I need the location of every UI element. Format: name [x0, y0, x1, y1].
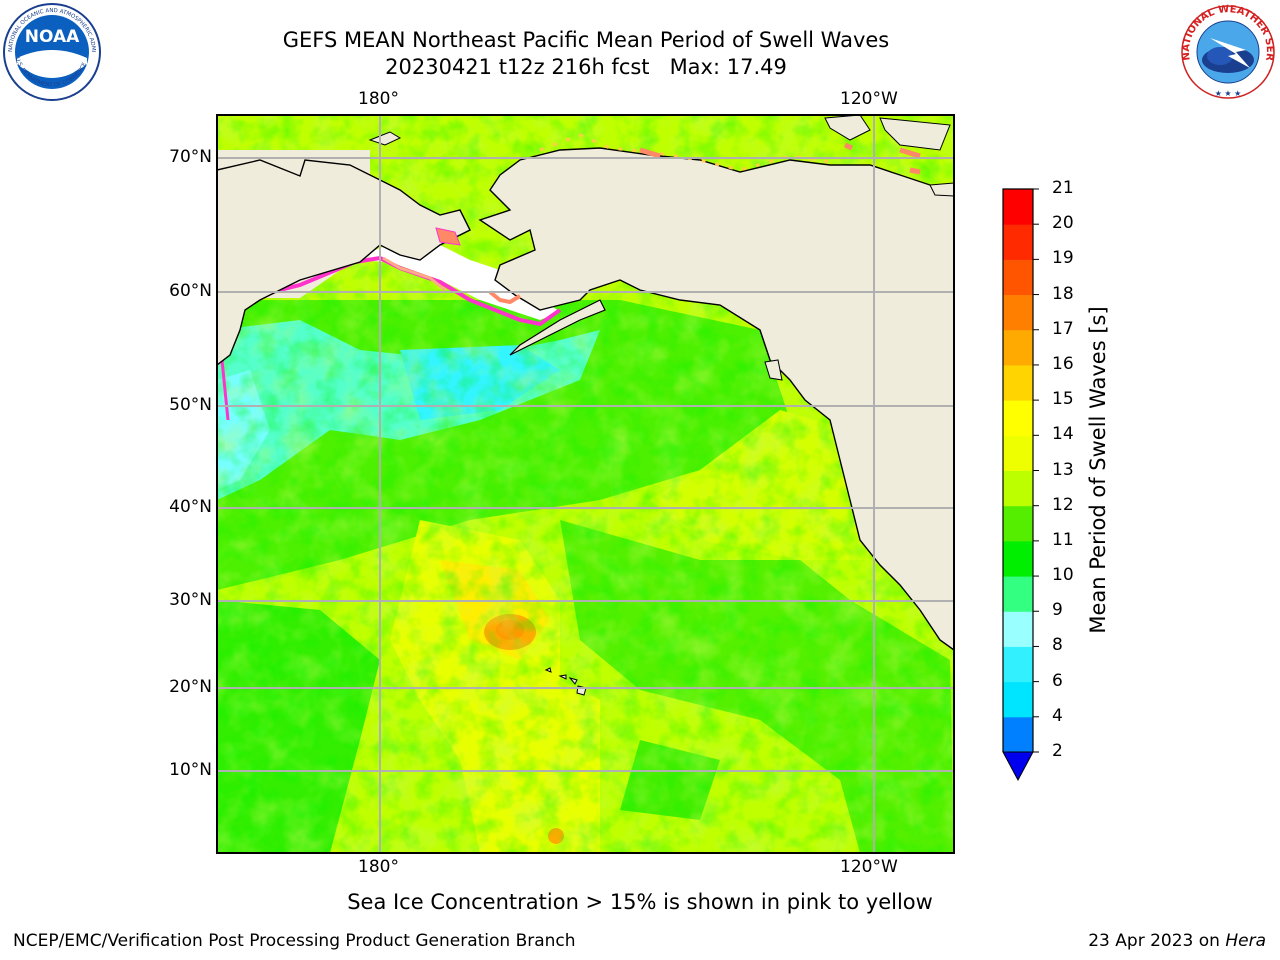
plot-subtitle: 20230421 t12z 216h fcst Max: 17.49: [385, 55, 787, 79]
colorbar-segment: [1003, 259, 1033, 296]
graticule: [217, 115, 954, 853]
date-stamp: 23 Apr 2023 on Hera: [1088, 931, 1266, 951]
colorbar-segment: [1003, 576, 1033, 612]
lat-label-60n: 60°N: [169, 281, 212, 301]
noaa-logo: NOAA NATIONAL OCEANIC AND ATMOSPHERIC AD…: [0, 0, 102, 102]
colorbar-tick-label: 16: [1052, 353, 1074, 374]
colorbar-tick-label: 15: [1052, 389, 1074, 410]
colorbar-segment: [1003, 716, 1033, 753]
map-frame: [216, 114, 955, 854]
date-text: 23 Apr 2023 on: [1088, 931, 1226, 951]
colorbar-tick-label: 13: [1052, 459, 1074, 480]
svg-text:★ ★ ★: ★ ★ ★: [1215, 89, 1242, 98]
colorbar-segment: [1003, 189, 1033, 225]
colorbar-tick-label: 11: [1052, 529, 1074, 550]
colorbar-segment: [1003, 611, 1033, 647]
svg-text:NOAA: NOAA: [25, 27, 80, 47]
colorbar-tick-label: 18: [1052, 283, 1074, 304]
colorbar-segment: [1003, 646, 1033, 683]
lat-label-30n: 30°N: [169, 590, 212, 610]
host-name: Hera: [1225, 931, 1266, 951]
hawaii-islands: [544, 667, 587, 696]
colorbar-segment: [1003, 329, 1033, 366]
credit-text: NCEP/EMC/Verification Post Processing Pr…: [13, 931, 576, 951]
colorbar-label: Mean Period of Swell Waves [s]: [1086, 306, 1110, 634]
colorbar-tick-label: 8: [1052, 635, 1063, 656]
colorbar-segment: [1003, 470, 1033, 507]
colorbar-tick-label: 14: [1052, 424, 1074, 445]
lat-label-40n: 40°N: [169, 497, 212, 517]
land-north-america: [478, 115, 954, 651]
colorbar-segment: [1003, 435, 1033, 471]
lon-label-top-180: 180°: [358, 89, 399, 109]
colorbar-segment: [1003, 400, 1033, 436]
colorbar-segment: [1003, 505, 1033, 542]
land-siberia: [217, 115, 471, 366]
colorbar-tick-label: 6: [1052, 670, 1063, 691]
lon-label-top-120w: 120°W: [840, 89, 898, 109]
lat-label-20n: 20°N: [169, 677, 212, 697]
colorbar-segment: [1003, 540, 1033, 577]
lat-label-50n: 50°N: [169, 395, 212, 415]
colorbar-segment: [1003, 364, 1033, 401]
sea-ice-note: Sea Ice Concentration > 15% is shown in …: [347, 890, 933, 914]
colorbar-tick-label: 10: [1052, 565, 1074, 586]
colorbar-tick-label: 12: [1052, 494, 1074, 515]
plot-title: GEFS MEAN Northeast Pacific Mean Period …: [282, 28, 890, 52]
lat-label-70n: 70°N: [169, 147, 212, 167]
colorbar-segment: [1003, 681, 1033, 718]
colorbar: [1002, 188, 1039, 782]
colorbar-segment: [1003, 294, 1033, 331]
colorbar-tick-label: 20: [1052, 213, 1074, 234]
colorbar-extend-min: [1002, 751, 1034, 782]
colorbar-tick-label: 17: [1052, 318, 1074, 339]
colorbar-tick-label: 19: [1052, 248, 1074, 269]
colorbar-tick-label: 9: [1052, 600, 1063, 621]
lon-label-bottom-120w: 120°W: [840, 857, 898, 877]
colorbar-tick-label: 21: [1052, 178, 1074, 198]
colorbar-tick-label: 4: [1052, 705, 1063, 726]
colorbar-tick-label: 2: [1052, 741, 1063, 761]
lat-label-10n: 10°N: [169, 760, 212, 780]
colorbar-segment: [1003, 224, 1033, 260]
nws-logo: NATIONAL WEATHER SERVICE ★ ★ ★: [1176, 0, 1276, 100]
lon-label-bottom-180: 180°: [358, 857, 399, 877]
